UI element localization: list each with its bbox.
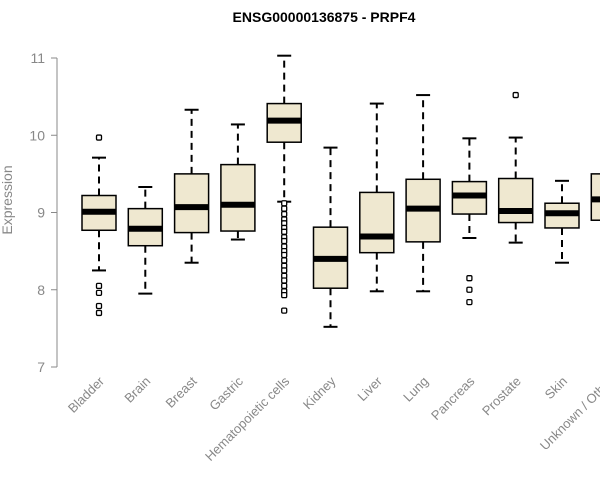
box-liver [359, 102, 395, 293]
y-tick-label: 11 [30, 50, 45, 66]
x-tick-label: Lung [400, 374, 431, 405]
outlier-point [281, 267, 288, 274]
outlier-point [95, 309, 103, 317]
outlier-point [95, 282, 103, 290]
x-tick-label: Brain [121, 374, 153, 406]
x-tick-label: Bladder [65, 373, 108, 416]
box-hematopoietic-cells [266, 54, 302, 314]
box-lung [405, 94, 441, 293]
outlier-point [95, 134, 103, 141]
box-pancreas [451, 137, 488, 306]
outlier-point [512, 91, 519, 99]
outlier-point [466, 286, 473, 293]
y-axis: 7 8 9 10 11 [29, 50, 58, 375]
chart-title: ENSG00000136875 - PRPF4 [233, 9, 416, 25]
outlier-point [281, 282, 288, 290]
box-brain [127, 186, 164, 295]
y-tick-label: 9 [37, 205, 45, 221]
iqr-box [497, 177, 534, 224]
outlier-point [466, 298, 473, 306]
iqr-box [359, 191, 395, 254]
x-tick-label: Skin [542, 374, 570, 402]
outlier-point [95, 289, 103, 296]
outlier-point [281, 205, 288, 212]
outlier-point [281, 200, 288, 207]
outlier-point [281, 257, 288, 264]
boxes-layer [81, 54, 600, 328]
outlier-point [281, 228, 288, 235]
iqr-box [173, 173, 210, 234]
iqr-box [220, 163, 256, 232]
outlier-point [281, 210, 288, 218]
x-tick-label: Pancreas [428, 373, 478, 423]
x-tick-label: Kidney [300, 373, 339, 412]
box-prostate [497, 91, 534, 244]
outlier-point [281, 307, 288, 314]
x-tick-label: Breast [163, 373, 200, 410]
box-kidney [312, 146, 349, 328]
outlier-point [95, 302, 103, 310]
y-axis-label: Expression [0, 165, 15, 234]
outlier-point [281, 251, 288, 259]
x-tick-label: Liver [354, 373, 385, 404]
box-gastric [220, 123, 256, 241]
outlier-point [281, 237, 288, 245]
y-tick-label: 7 [37, 359, 45, 375]
y-tick-label: 10 [29, 127, 45, 143]
box-skin [544, 179, 580, 264]
x-tick-label: Gastric [206, 373, 246, 413]
outlier-point [281, 277, 288, 284]
x-tick-label: Hematopoietic cells [202, 373, 293, 464]
box-bladder [81, 134, 117, 317]
y-tick-label: 8 [37, 282, 45, 298]
outlier-point [281, 292, 288, 299]
outlier-point [466, 275, 473, 282]
box-unknown-other [590, 173, 600, 221]
x-tick-label: Prostate [479, 374, 524, 419]
box-breast [173, 108, 210, 264]
